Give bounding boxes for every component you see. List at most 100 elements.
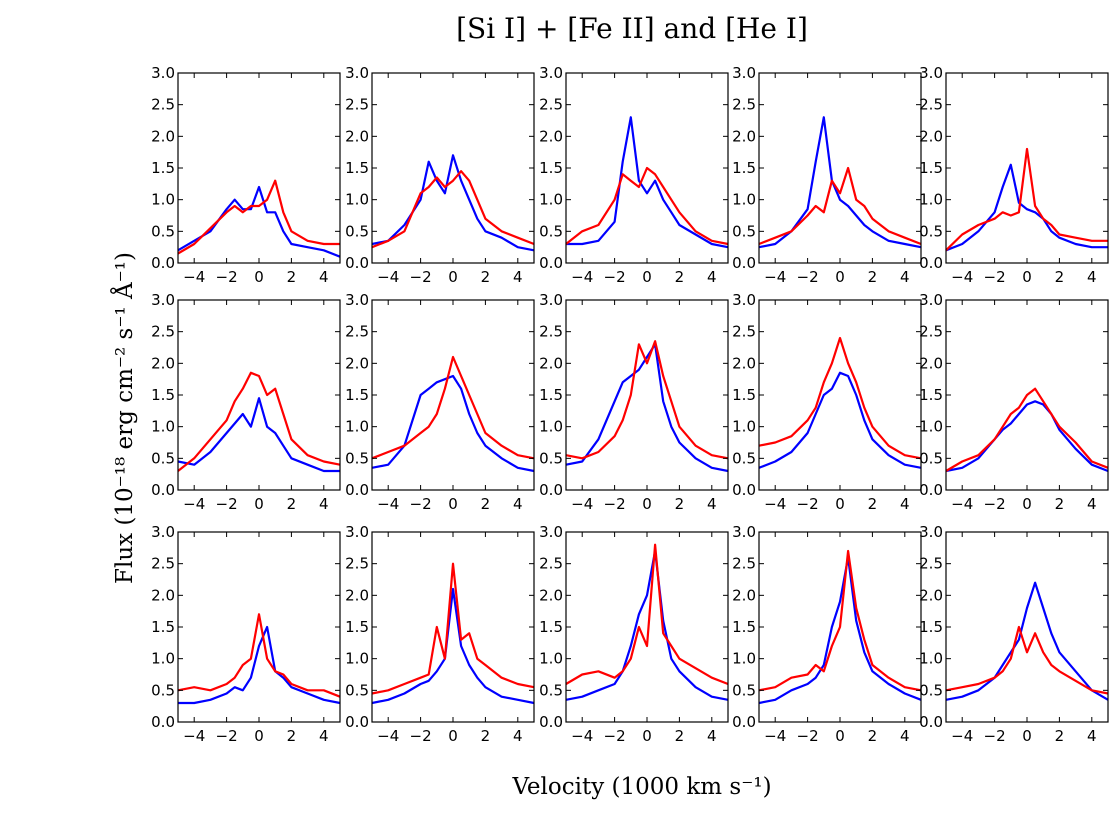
panel-frame — [177, 531, 341, 723]
x-tick-label: 0 — [835, 495, 845, 513]
x-tick-label: −2 — [984, 495, 1006, 513]
y-tick-label: 0.5 — [539, 681, 563, 699]
series-line-blue — [758, 556, 922, 705]
x-tick-label: −2 — [410, 727, 432, 745]
y-tick-label: 2.5 — [151, 323, 175, 341]
panels-grid: 0.0 0.5 1.0 1.5 2.0 2.5 3.0 −4 −2 0 2 4 0.0 0.5 1.0 1.5… — [151, 64, 1109, 745]
y-tick-label: 0.0 — [539, 481, 563, 499]
panel-r3-c1: 0.0 0.5 1.0 1.5 2.0 2.5 3.0 −4 −2 0 2 4 — [151, 523, 341, 745]
x-tick-label: 0 — [835, 727, 845, 745]
panel-frame — [177, 299, 341, 491]
x-tick-label: 0 — [254, 495, 264, 513]
x-tick-label: 0 — [448, 495, 458, 513]
y-tick-label: 2.0 — [151, 586, 175, 604]
y-tick-label: 1.5 — [539, 159, 563, 177]
y-tick-label: 1.5 — [345, 618, 369, 636]
x-tick-label: −2 — [604, 268, 626, 286]
x-tick-label: 4 — [1087, 495, 1097, 513]
x-tick-label: −2 — [797, 495, 819, 513]
y-tick-label: 1.5 — [151, 159, 175, 177]
x-tick-label: −2 — [797, 727, 819, 745]
y-tick-label: 3.0 — [732, 523, 756, 541]
y-tick-label: 1.5 — [151, 618, 175, 636]
y-tick-label: 0.5 — [732, 449, 756, 467]
y-tick-label: 3.0 — [345, 291, 369, 309]
y-tick-label: 1.0 — [151, 418, 175, 436]
x-tick-label: −2 — [984, 268, 1006, 286]
series-line-red — [945, 625, 1109, 695]
x-tick-label: 2 — [675, 727, 685, 745]
x-tick-label: −2 — [216, 727, 238, 745]
series-line-blue — [565, 343, 729, 473]
series-line-blue — [371, 374, 535, 473]
y-tick-label: 1.0 — [732, 650, 756, 668]
panel-r2-c5: 0.0 0.5 1.0 1.5 2.0 2.5 3.0 −4 −2 0 2 4 — [919, 291, 1109, 513]
panel-r1-c5: 0.0 0.5 1.0 1.5 2.0 2.5 3.0 −4 −2 0 2 4 — [919, 64, 1109, 286]
x-tick-label: −2 — [216, 495, 238, 513]
y-tick-label: 0.5 — [539, 449, 563, 467]
series-line-blue — [565, 549, 729, 701]
y-tick-label: 2.0 — [539, 586, 563, 604]
y-tick-label: 1.5 — [345, 386, 369, 404]
x-axis-label: Velocity (1000 km s⁻¹) — [511, 774, 771, 800]
x-tick-label: −4 — [377, 495, 399, 513]
y-tick-label: 2.0 — [539, 127, 563, 145]
x-tick-label: −4 — [764, 495, 786, 513]
x-tick-label: 0 — [835, 268, 845, 286]
series-line-red — [177, 613, 341, 698]
y-tick-label: 0.5 — [919, 449, 943, 467]
panel-r3-c3: 0.0 0.5 1.0 1.5 2.0 2.5 3.0 −4 −2 0 2 4 — [539, 523, 729, 745]
x-tick-label: −4 — [951, 268, 973, 286]
y-tick-label: 0.5 — [345, 449, 369, 467]
x-tick-label: 0 — [642, 268, 652, 286]
x-tick-label: 0 — [642, 495, 652, 513]
x-tick-label: 4 — [513, 268, 523, 286]
x-tick-label: 0 — [254, 268, 264, 286]
y-tick-label: 1.5 — [919, 618, 943, 636]
y-tick-label: 2.5 — [732, 323, 756, 341]
y-tick-label: 0.0 — [732, 481, 756, 499]
y-tick-label: 0.0 — [151, 254, 175, 272]
chart-title: [Si I] + [Fe II] and [He I] — [456, 12, 808, 45]
panel-r2-c3: 0.0 0.5 1.0 1.5 2.0 2.5 3.0 −4 −2 0 2 4 — [539, 291, 729, 513]
series-line-red — [565, 166, 729, 246]
y-tick-label: 2.5 — [151, 555, 175, 573]
y-tick-label: 0.5 — [732, 222, 756, 240]
y-tick-label: 2.5 — [345, 555, 369, 573]
y-tick-label: 0.5 — [151, 449, 175, 467]
y-tick-label: 0.0 — [151, 713, 175, 731]
y-tick-label: 0.0 — [919, 713, 943, 731]
panel-r2-c2: 0.0 0.5 1.0 1.5 2.0 2.5 3.0 −4 −2 0 2 4 — [345, 291, 535, 513]
x-tick-label: 2 — [868, 727, 878, 745]
y-tick-label: 0.0 — [151, 481, 175, 499]
x-tick-label: −2 — [410, 268, 432, 286]
x-tick-label: −4 — [571, 268, 593, 286]
y-tick-label: 3.0 — [732, 64, 756, 82]
panel-frame — [371, 531, 535, 723]
series-line-red — [758, 549, 922, 692]
y-tick-label: 3.0 — [919, 523, 943, 541]
series-line-blue — [566, 116, 729, 249]
y-tick-label: 1.5 — [919, 159, 943, 177]
y-tick-label: 2.0 — [345, 354, 369, 372]
series-line-red — [371, 355, 535, 460]
x-tick-label: −4 — [951, 495, 973, 513]
x-tick-label: 4 — [1087, 268, 1097, 286]
y-tick-label: 3.0 — [539, 523, 563, 541]
y-tick-label: 2.5 — [345, 323, 369, 341]
x-tick-label: 0 — [1022, 268, 1032, 286]
y-tick-label: 0.5 — [732, 681, 756, 699]
x-tick-label: −2 — [984, 727, 1006, 745]
x-tick-label: 2 — [675, 495, 685, 513]
series-line-blue — [371, 587, 535, 705]
y-tick-label: 1.0 — [151, 650, 175, 668]
y-tick-label: 3.0 — [919, 64, 943, 82]
panel-frame — [177, 72, 341, 264]
x-tick-label: 0 — [1022, 495, 1032, 513]
y-tick-label: 1.0 — [732, 191, 756, 209]
panel-r1-c3: 0.0 0.5 1.0 1.5 2.0 2.5 3.0 −4 −2 0 2 4 — [539, 64, 729, 286]
series-line-blue — [758, 371, 922, 469]
x-tick-label: −4 — [571, 495, 593, 513]
y-tick-label: 1.0 — [732, 418, 756, 436]
y-tick-label: 3.0 — [345, 523, 369, 541]
